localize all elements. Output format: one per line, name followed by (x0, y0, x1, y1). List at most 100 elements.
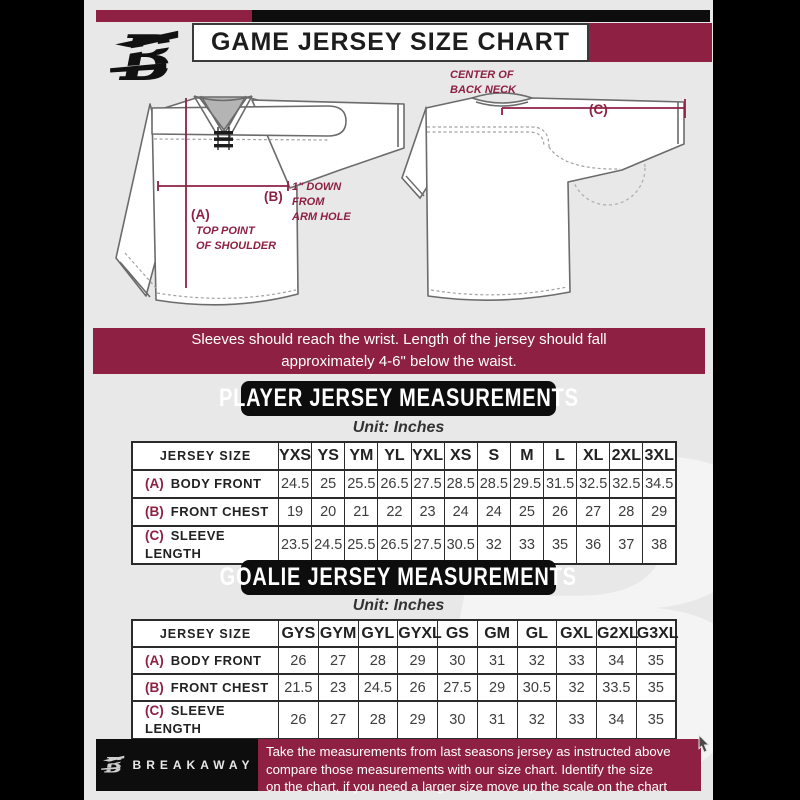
measurement-value: 24.5 (357, 673, 398, 701)
player-measurements-heading: PLAYER JERSEY MEASUREMENTS (218, 384, 579, 412)
measurement-value: 35 (542, 525, 577, 564)
measurement-value: 27 (317, 700, 358, 739)
measurement-value: 32 (476, 525, 511, 564)
player-size-table: JERSEY SIZE YXS YS YM YL YXL XS S M L XL 2XL 3XL (A) B… (131, 441, 677, 565)
size-column-header: L (542, 441, 577, 470)
measurement-value: 31 (476, 646, 517, 674)
measurement-value: 21.5 (278, 673, 319, 701)
footer-brand-box: B BREAKAWAY (96, 739, 258, 791)
goalie-size-table: JERSEY SIZE GYS GYM GYL GYXL GS GM GL GXL G2XL G3X… (131, 619, 679, 740)
measurement-name: BODY FRONT (170, 476, 262, 491)
measurement-value: 32 (556, 673, 597, 701)
measurement-value: 34 (596, 700, 637, 739)
measurement-row: (C) SLEEVE LENGTH 23.5 24.5 25.5 26.5 27.5 30.5… (131, 525, 676, 564)
measurement-row: (B) FRONT CHEST 19 20 21 22 23 24 24 25 26 27 28 29 (131, 497, 676, 526)
measurement-value: 26 (397, 673, 438, 701)
measurement-value: 30 (437, 700, 478, 739)
breakaway-b-logo: B (106, 24, 184, 92)
measurement-value: 28 (357, 646, 398, 674)
measurement-value: 28 (357, 700, 398, 739)
size-column-header: XL (576, 441, 610, 470)
measurement-value: 31.5 (542, 469, 577, 498)
measurement-row-label: (C) SLEEVE LENGTH (131, 700, 279, 739)
measurement-value: 20 (311, 497, 345, 526)
measurement-value: 34 (596, 646, 637, 674)
arm-hole-caption: 1" DOWN FROM ARM HOLE (292, 181, 351, 223)
page-title-box: GAME JERSEY SIZE CHART (192, 23, 589, 62)
jersey-size-header: JERSEY SIZE (131, 619, 279, 647)
measurement-row: (A) BODY FRONT 24.5 25 25.5 26.5 27.5 28.5 28.5 2… (131, 469, 676, 498)
measurement-value: 33 (556, 700, 597, 739)
measurement-row: (B) FRONT CHEST 21.5 23 24.5 26 27.5 29 30.5 32 33… (131, 673, 676, 701)
goalie-unit-label: Unit: Inches (352, 597, 445, 614)
size-column-header: XS (443, 441, 478, 470)
measurement-value: 24.5 (277, 469, 312, 498)
size-column-header: YXS (277, 441, 312, 470)
size-column-header: GYM (317, 619, 358, 647)
footer-b-logo: B (99, 754, 126, 779)
page-title: GAME JERSEY SIZE CHART (210, 28, 571, 56)
measurement-value: 26.5 (377, 469, 411, 498)
measurement-value: 23 (317, 673, 358, 701)
measurement-key: (B) (145, 504, 164, 519)
measurement-value: 38 (642, 525, 676, 564)
size-column-header: GXL (556, 619, 597, 647)
fit-notice-banner: Sleeves should reach the wrist. Length o… (93, 328, 705, 374)
measurement-row-label: (B) FRONT CHEST (131, 673, 279, 701)
measurement-value: 24.5 (311, 525, 345, 564)
measurement-value: 23.5 (277, 525, 312, 564)
goalie-measurements-banner: GOALIE JERSEY MEASUREMENTS (220, 560, 576, 595)
measurement-value: 29 (476, 673, 517, 701)
measurement-value: 30.5 (443, 525, 478, 564)
measurement-c-key: (C) (589, 102, 608, 117)
measurement-name: FRONT CHEST (170, 679, 269, 695)
measurement-row-label: (A) BODY FRONT (131, 469, 279, 498)
back-jersey-diagram (401, 92, 686, 301)
size-column-header: GYL (357, 619, 398, 647)
measurement-value: 33 (556, 646, 597, 674)
measurement-value: 26 (278, 646, 319, 674)
measurement-row-label: (C) SLEEVE LENGTH (131, 525, 279, 564)
size-column-header: G2XL (596, 619, 639, 647)
measurement-value: 37 (609, 525, 643, 564)
measurement-value: 22 (377, 497, 411, 526)
measurement-value: 34.5 (642, 469, 676, 498)
measurement-value: 27 (317, 646, 358, 674)
goalie-measurements-heading: GOALIE JERSEY MEASUREMENTS (219, 563, 578, 591)
measurement-value: 27 (576, 497, 610, 526)
measurement-value: 29 (397, 646, 438, 674)
top-bar-black-segment (252, 10, 710, 22)
title-maroon-block (589, 23, 712, 62)
measurement-value: 25 (311, 469, 345, 498)
measurement-value: 35 (635, 700, 676, 739)
measurement-row: (C) SLEEVE LENGTH 26 27 28 29 30 31 32 33 34 35 (131, 700, 676, 739)
measurement-value: 26 (542, 497, 577, 526)
measurement-value: 29 (642, 497, 676, 526)
measurement-value: 28 (609, 497, 643, 526)
measurement-value: 25.5 (344, 469, 378, 498)
measurement-value: 30.5 (516, 673, 557, 701)
size-column-header: 2XL (609, 441, 643, 470)
mouse-cursor (698, 734, 711, 753)
measurement-value: 29 (397, 700, 438, 739)
measurement-value: 26 (278, 700, 319, 739)
measurement-value: 28.5 (443, 469, 478, 498)
measurement-key: (C) (145, 703, 164, 718)
size-header-row: JERSEY SIZE YXS YS YM YL YXL XS S M L XL 2XL 3XL (131, 441, 676, 470)
measurement-value: 27.5 (437, 673, 478, 701)
size-column-header: GS (437, 619, 478, 647)
measurement-value: 24 (443, 497, 478, 526)
measurement-value: 21 (344, 497, 378, 526)
size-column-header: GM (476, 619, 517, 647)
center-back-neck-caption: CENTER OF BACK NECK (450, 69, 516, 96)
measurement-key: (A) (145, 652, 164, 668)
size-column-header: 3XL (642, 441, 676, 470)
size-column-header: M (509, 441, 544, 470)
measurement-b-key: (B) (264, 189, 283, 204)
size-column-header: GYS (278, 619, 319, 647)
measurement-value: 35 (635, 673, 676, 701)
measurement-key: (A) (145, 476, 164, 491)
size-column-header: YM (344, 441, 378, 470)
measurement-value: 19 (277, 497, 312, 526)
size-column-header: YS (311, 441, 345, 470)
